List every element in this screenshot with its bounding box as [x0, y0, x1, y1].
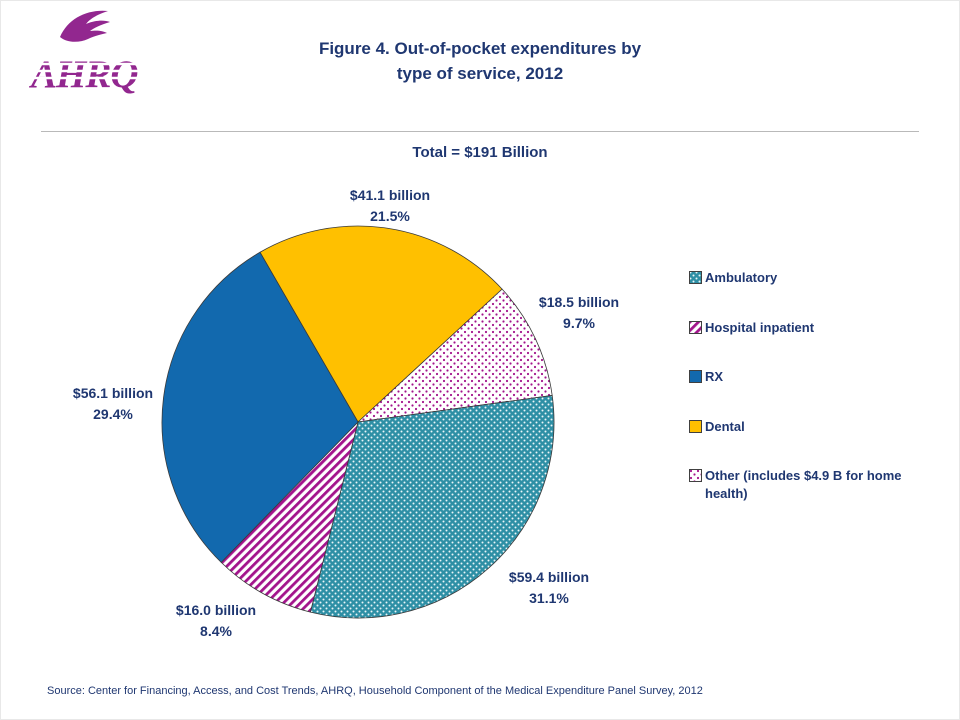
legend-swatch-hospital-icon: [689, 320, 702, 334]
legend-item-ambulatory: Ambulatory: [689, 269, 941, 287]
figure-title: Figure 4. Out-of-pocket expenditures by …: [1, 37, 959, 86]
slice-label-dental: $41.1 billion 21.5%: [350, 185, 430, 227]
slice-label-hospital-inpatient: $16.0 billion 8.4%: [176, 600, 256, 642]
hhs-eagle-icon: [60, 10, 110, 42]
legend-swatch-dental-icon: [689, 419, 702, 433]
legend-label: Dental: [705, 418, 745, 434]
wordmark-stripes: [29, 62, 145, 80]
legend-item-rx: RX: [689, 368, 941, 386]
legend-label: RX: [705, 369, 724, 385]
figure-title-line2: type of service, 2012: [396, 63, 564, 83]
slice-value: $59.4 billion: [508, 569, 590, 585]
ahrq-wordmark: AHRQ: [29, 53, 145, 96]
legend-label: Other (includes $4.9 B for home health): [705, 468, 902, 501]
figure-title-line1: Figure 4. Out-of-pocket expenditures by: [318, 39, 642, 58]
legend-swatch-other-icon: [689, 469, 702, 483]
ahrq-wordmark-text: AHRQ: [29, 53, 138, 96]
ahrq-logo: AHRQ: [29, 7, 155, 107]
slice-pct: 29.4%: [93, 406, 133, 422]
legend-item-other: Other (includes $4.9 B for home health): [689, 467, 941, 502]
slice-label-rx: $56.1 billion 29.4%: [73, 383, 153, 425]
slice-label-other: $18.5 billion 9.7%: [539, 292, 619, 334]
pie-slice-ambulatory: [309, 394, 555, 619]
legend-label: Ambulatory: [705, 270, 778, 285]
slice-value: $41.1 billion: [349, 187, 431, 203]
slice-value: $18.5 billion: [538, 294, 620, 310]
header-divider: [41, 131, 919, 132]
source-note: Source: Center for Financing, Access, an…: [47, 685, 703, 697]
total-label: Total = $191 Billion: [412, 144, 548, 161]
pie-slice-dental: [259, 225, 503, 423]
legend-item-dental: Dental: [689, 418, 941, 436]
slice-value: $56.1 billion: [72, 385, 154, 401]
legend-swatch-rx-icon: [689, 370, 702, 384]
slice-pct: 31.1%: [529, 590, 569, 606]
pie-slice-rx: [161, 251, 359, 563]
pie-slice-other: [356, 288, 553, 423]
legend-item-hospital-inpatient: Hospital inpatient: [689, 319, 941, 337]
legend: Ambulatory Hospital inpatient RX Dental …: [689, 269, 941, 534]
legend-swatch-ambulatory-icon: [689, 271, 702, 284]
legend-label: Hospital inpatient: [705, 319, 815, 335]
pie-slice-hospital: [220, 420, 359, 613]
slice-pct: 9.7%: [563, 315, 595, 331]
slice-value: $16.0 billion: [175, 602, 257, 618]
slice-pct: 21.5%: [370, 208, 410, 224]
slice-label-ambulatory: $59.4 billion 31.1%: [509, 567, 589, 609]
slice-pct: 8.4%: [200, 623, 232, 639]
